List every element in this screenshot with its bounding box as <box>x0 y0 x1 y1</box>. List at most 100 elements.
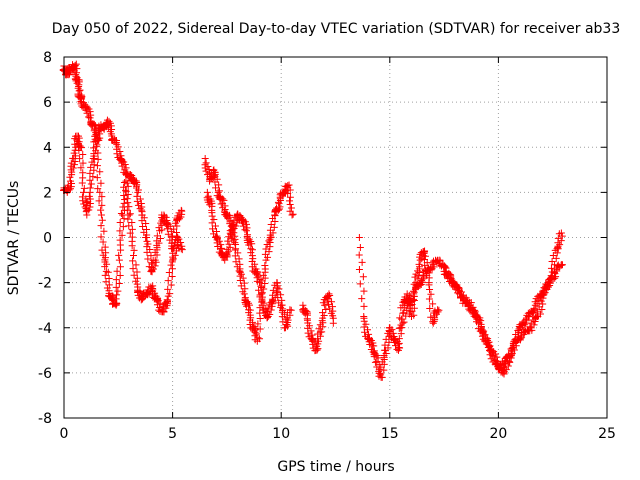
data-point <box>130 246 138 254</box>
x-tick-label: 15 <box>381 426 399 442</box>
data-point <box>381 341 389 349</box>
data-point <box>286 207 294 215</box>
data-point <box>165 268 173 276</box>
data-point <box>272 204 280 212</box>
data-point <box>177 245 185 253</box>
data-point <box>94 185 102 193</box>
data-point <box>287 204 295 212</box>
data-point <box>232 258 240 266</box>
data-point <box>151 256 159 264</box>
data-point <box>119 211 127 219</box>
data-point <box>216 245 224 253</box>
data-point <box>370 353 378 361</box>
y-tick-label: -6 <box>38 366 52 382</box>
data-point <box>377 373 385 381</box>
series-trace-b <box>60 132 186 316</box>
x-tick-label: 0 <box>60 426 69 442</box>
data-point <box>239 219 247 227</box>
data-point <box>98 193 106 201</box>
data-point <box>123 206 131 214</box>
data-point <box>86 114 94 122</box>
data-point <box>75 87 83 95</box>
data-point <box>70 149 78 157</box>
data-point <box>96 168 104 176</box>
data-point <box>316 328 324 336</box>
data-point <box>266 226 274 234</box>
y-tick-label: 4 <box>43 140 52 156</box>
data-point <box>485 341 493 349</box>
data-point <box>79 150 87 158</box>
data-point <box>133 268 141 276</box>
data-point <box>486 351 494 359</box>
data-point <box>435 306 443 314</box>
data-point <box>85 113 93 121</box>
data-point <box>162 213 170 221</box>
data-point <box>99 238 107 246</box>
data-point <box>548 257 556 265</box>
data-point <box>113 291 121 299</box>
data-point <box>355 266 363 274</box>
data-point <box>289 210 297 218</box>
data-point <box>267 220 275 228</box>
data-point <box>398 315 406 323</box>
data-point <box>122 177 130 185</box>
x-tick-label: 25 <box>598 426 616 442</box>
data-point <box>554 234 562 242</box>
data-point <box>116 263 124 271</box>
data-point <box>115 280 123 288</box>
data-point <box>130 252 138 260</box>
data-point <box>72 132 80 140</box>
data-point <box>403 293 411 301</box>
x-tick-label: 10 <box>272 426 290 442</box>
data-point <box>259 271 267 279</box>
data-point <box>261 262 269 270</box>
data-point <box>93 141 101 149</box>
data-point <box>105 275 113 283</box>
data-point <box>97 206 105 214</box>
data-point <box>116 227 124 235</box>
data-point <box>116 236 124 244</box>
data-point <box>169 255 177 263</box>
data-point <box>508 344 516 352</box>
data-point <box>254 320 262 328</box>
data-point <box>151 262 159 270</box>
data-point <box>360 302 368 310</box>
data-point <box>114 287 122 295</box>
data-point <box>421 252 429 260</box>
data-point <box>80 200 88 208</box>
data-point <box>83 201 91 209</box>
data-point <box>412 270 420 278</box>
data-point <box>79 159 87 167</box>
data-point <box>75 146 83 154</box>
data-point <box>97 211 105 219</box>
data-point <box>103 284 111 292</box>
data-point <box>423 267 431 275</box>
data-point <box>449 282 457 290</box>
data-point <box>155 306 163 314</box>
data-point <box>254 272 262 280</box>
data-point <box>94 136 102 144</box>
data-point <box>92 143 100 151</box>
data-point <box>255 286 263 294</box>
data-point <box>86 184 94 192</box>
data-point <box>217 200 225 208</box>
data-point <box>361 328 369 336</box>
data-point <box>148 260 156 268</box>
data-point <box>543 285 551 293</box>
data-point <box>210 216 218 224</box>
data-point <box>208 212 216 220</box>
y-tick-label: 0 <box>43 231 52 247</box>
data-point <box>97 233 105 241</box>
data-point <box>247 249 255 257</box>
data-point <box>377 363 385 371</box>
data-point <box>95 197 103 205</box>
data-point <box>201 164 209 172</box>
data-point <box>78 179 86 187</box>
data-point <box>76 143 84 151</box>
data-point <box>128 242 136 250</box>
data-point <box>264 308 272 316</box>
data-point <box>502 366 510 374</box>
data-point <box>322 305 330 313</box>
data-point <box>252 330 260 338</box>
